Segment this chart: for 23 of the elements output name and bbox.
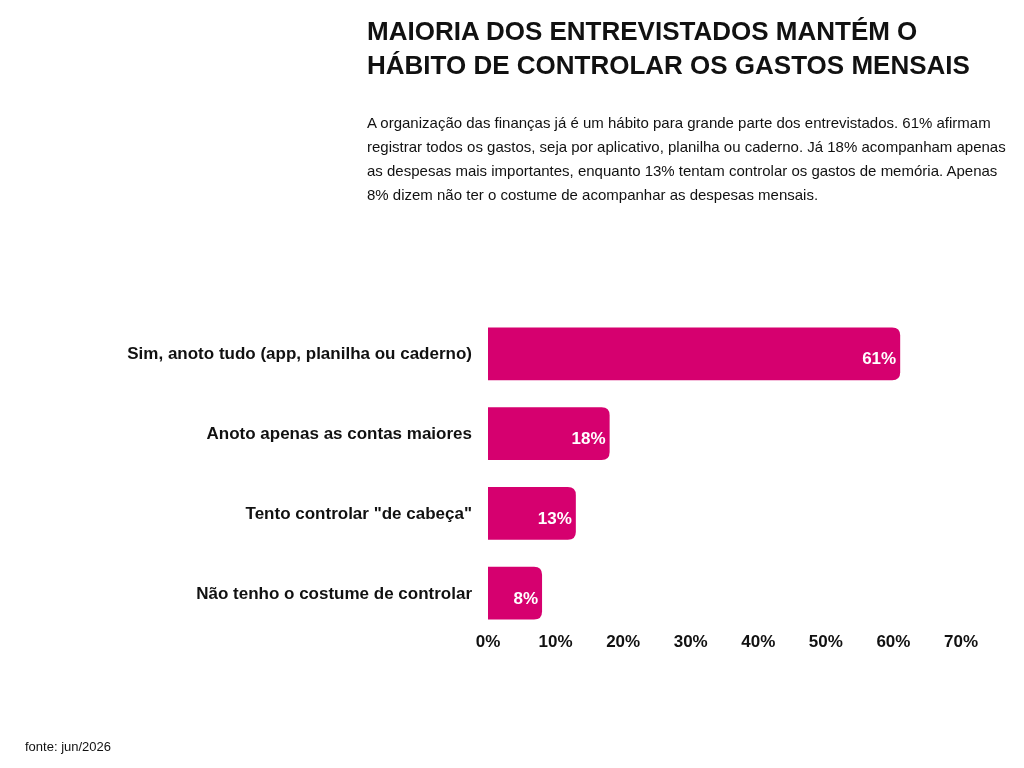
chart-title: MAIORIA DOS ENTREVISTADOS MANTÉM O HÁBITO DE CONTROLAR OS GASTOS MENSAIS (367, 16, 970, 80)
y-tick-label: Não tenho o costume de controlar (196, 583, 473, 603)
y-tick-label: Sim, anoto tudo (app, planilha ou caderno) (127, 344, 472, 364)
data-label: 8% (513, 588, 539, 608)
chart-subtitle: A organização das finanças já é um hábito para grande parte dos entrevistados. 61% afirmam registrar todos os gastos, seja por aplicativo, planilha ou caderno. Já 18% acompanham apenas as despesas mais importantes, enquanto 13% tentam controlar os gastos de memória. Apenas 8% dizem não ter o costume de acompanhar as despesas mensais. (367, 114, 1006, 203)
bar (488, 566, 543, 620)
y-tick-label: Anoto apenas as contas maiores (206, 424, 472, 444)
bar (488, 327, 901, 381)
data-label: 18% (571, 429, 606, 449)
x-tick-label: 40% (741, 631, 776, 651)
x-tick-label: 70% (943, 631, 979, 651)
y-tick-label: Tento controlar "de cabeça" (245, 503, 472, 523)
data-label: 61% (862, 349, 897, 369)
x-tick-label: 20% (606, 631, 641, 651)
x-tick-label: 60% (876, 631, 911, 651)
bar (488, 407, 610, 460)
x-tick-label: 0% (475, 631, 501, 651)
x-tick-label: 10% (538, 631, 573, 651)
x-tick-label: 30% (673, 631, 708, 651)
x-tick-label: 50% (808, 631, 843, 651)
data-label: 13% (537, 508, 572, 528)
source-note: fonte: jun/2026 (25, 739, 112, 754)
bar (488, 487, 576, 540)
